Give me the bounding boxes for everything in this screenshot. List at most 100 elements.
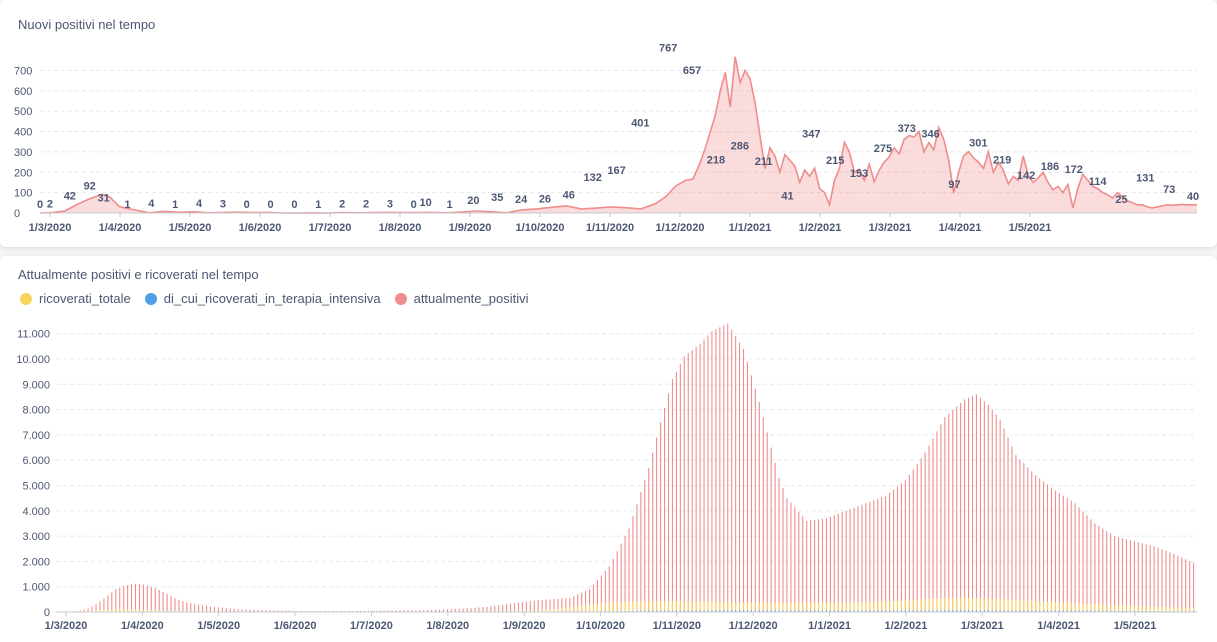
bar-ricoverati-totale: [107, 609, 109, 612]
bar-attualmente-positivi: [644, 479, 646, 612]
bar-attualmente-positivi: [403, 610, 405, 612]
bar-attualmente-positivi: [336, 610, 338, 612]
bar-attualmente-positivi: [995, 414, 997, 612]
bar-ricoverati-totale: [770, 602, 772, 612]
bar-di-cui-ricoverati-in-terapia-intensiva: [1090, 610, 1092, 612]
bar-attualmente-positivi: [131, 584, 133, 612]
bar-ricoverati-totale: [123, 609, 125, 612]
bar-ricoverati-totale: [510, 610, 512, 612]
bar-di-cui-ricoverati-in-terapia-intensiva: [687, 610, 689, 612]
bar-attualmente-positivi: [739, 342, 741, 612]
bar-attualmente-positivi: [585, 590, 587, 612]
bar-attualmente-positivi: [277, 610, 279, 612]
bar-attualmente-positivi: [778, 477, 780, 612]
bar-attualmente-positivi: [245, 609, 247, 612]
bar-ricoverati-totale: [529, 610, 531, 612]
bar-attualmente-positivi: [494, 605, 496, 612]
legend-item-attualmente-positivi[interactable]: attualmente_positivi: [394, 291, 529, 306]
bar-attualmente-positivi: [446, 609, 448, 612]
bar-attualmente-positivi: [896, 486, 899, 612]
bar-ricoverati-totale: [1161, 606, 1163, 612]
data-label: 347: [802, 128, 820, 140]
bar-attualmente-positivi: [940, 424, 942, 612]
bar-attualmente-positivi: [111, 592, 113, 612]
bar-di-cui-ricoverati-in-terapia-intensiva: [1098, 610, 1100, 612]
bar-attualmente-positivi: [529, 600, 531, 612]
bar-attualmente-positivi: [920, 458, 922, 612]
bar-attualmente-positivi: [1177, 555, 1179, 612]
bar-attualmente-positivi: [99, 601, 101, 612]
bar-attualmente-positivi: [971, 396, 974, 612]
bar-attualmente-positivi: [1189, 561, 1191, 612]
bar-ricoverati-totale: [1137, 606, 1139, 612]
bar-attualmente-positivi: [975, 394, 977, 612]
bar-attualmente-positivi: [221, 607, 223, 612]
bar-attualmente-positivi: [431, 609, 433, 612]
bar-ricoverati-totale: [656, 601, 658, 612]
bar-ricoverati-totale: [608, 602, 610, 612]
bar-attualmente-positivi: [427, 610, 429, 612]
bar-di-cui-ricoverati-in-terapia-intensiva: [893, 610, 895, 612]
bar-attualmente-positivi: [1094, 523, 1096, 612]
bar-ricoverati-totale: [841, 602, 843, 612]
bar-attualmente-positivi: [352, 610, 354, 612]
bar-ricoverati-totale: [1181, 607, 1183, 612]
bar-ricoverati-totale: [956, 597, 958, 612]
bar-attualmente-positivi: [1185, 559, 1187, 612]
data-label: 215: [826, 155, 844, 167]
y-tick-label: 100: [14, 188, 32, 200]
bar-di-cui-ricoverati-in-terapia-intensiva: [810, 610, 812, 612]
bar-attualmente-positivi: [190, 603, 192, 612]
bar-attualmente-positivi: [735, 336, 737, 612]
bar-attualmente-positivi: [624, 536, 626, 612]
bar-ricoverati-totale: [620, 601, 622, 612]
bar-ricoverati-totale: [1066, 602, 1068, 612]
bar-attualmente-positivi: [545, 599, 547, 612]
bar-di-cui-ricoverati-in-terapia-intensiva: [865, 610, 867, 612]
bar-attualmente-positivi: [600, 575, 602, 612]
bar-ricoverati-totale: [790, 602, 792, 612]
bar-attualmente-positivi: [482, 607, 484, 612]
bar-ricoverati-totale: [1118, 605, 1120, 612]
bar-ricoverati-totale: [845, 602, 847, 612]
bar-ricoverati-totale: [1145, 606, 1147, 612]
bar-di-cui-ricoverati-in-terapia-intensiva: [916, 610, 918, 612]
bar-ricoverati-totale: [727, 601, 729, 612]
bar-ricoverati-totale: [1193, 607, 1195, 612]
bar-di-cui-ricoverati-in-terapia-intensiva: [896, 610, 899, 612]
legend-item-terapia-intensiva[interactable]: di_cui_ricoverati_in_terapia_intensiva: [144, 291, 381, 306]
currently-positive-card: Attualmente positivi e ricoverati nel te…: [0, 256, 1217, 642]
new-positives-card: Nuovi positivi nel tempo 0 100 200 300 400 50…: [0, 0, 1217, 247]
bar-ricoverati-totale: [762, 602, 764, 612]
data-label: 3: [220, 198, 226, 210]
y-tick-label: 300: [14, 147, 32, 159]
bar-attualmente-positivi: [841, 512, 843, 612]
bar-attualmente-positivi: [134, 583, 137, 612]
bar-di-cui-ricoverati-in-terapia-intensiva: [1070, 610, 1072, 612]
bar-attualmente-positivi: [525, 601, 527, 612]
bar-di-cui-ricoverati-in-terapia-intensiva: [774, 610, 776, 612]
bar-ricoverati-totale: [703, 601, 705, 612]
x-tick-label: 1/2/2021: [885, 620, 928, 632]
data-label: 92: [84, 180, 96, 192]
bar-di-cui-ricoverati-in-terapia-intensiva: [817, 610, 820, 612]
bar-attualmente-positivi: [845, 510, 847, 612]
bar-attualmente-positivi: [1141, 543, 1143, 612]
bar-attualmente-positivi: [742, 348, 745, 612]
bar-di-cui-ricoverati-in-terapia-intensiva: [652, 610, 654, 612]
bar-ricoverati-totale: [1169, 607, 1171, 612]
bar-attualmente-positivi: [1031, 471, 1033, 612]
bar-attualmente-positivi: [581, 592, 583, 612]
bar-ricoverati-totale: [628, 601, 630, 612]
bar-ricoverati-totale: [944, 598, 946, 612]
x-tick-label: 1/10/2020: [576, 620, 625, 632]
bar-attualmente-positivi: [628, 528, 630, 612]
bar-ricoverati-totale: [983, 598, 985, 612]
bar-attualmente-positivi: [1046, 484, 1049, 612]
data-label: 40: [1187, 191, 1199, 203]
legend-item-ricoverati-totale[interactable]: ricoverati_totale: [20, 291, 131, 306]
bar-di-cui-ricoverati-in-terapia-intensiva: [679, 610, 681, 612]
bar-ricoverati-totale: [932, 598, 934, 612]
bar-ricoverati-totale: [679, 601, 681, 612]
bar-attualmente-positivi: [537, 600, 539, 612]
